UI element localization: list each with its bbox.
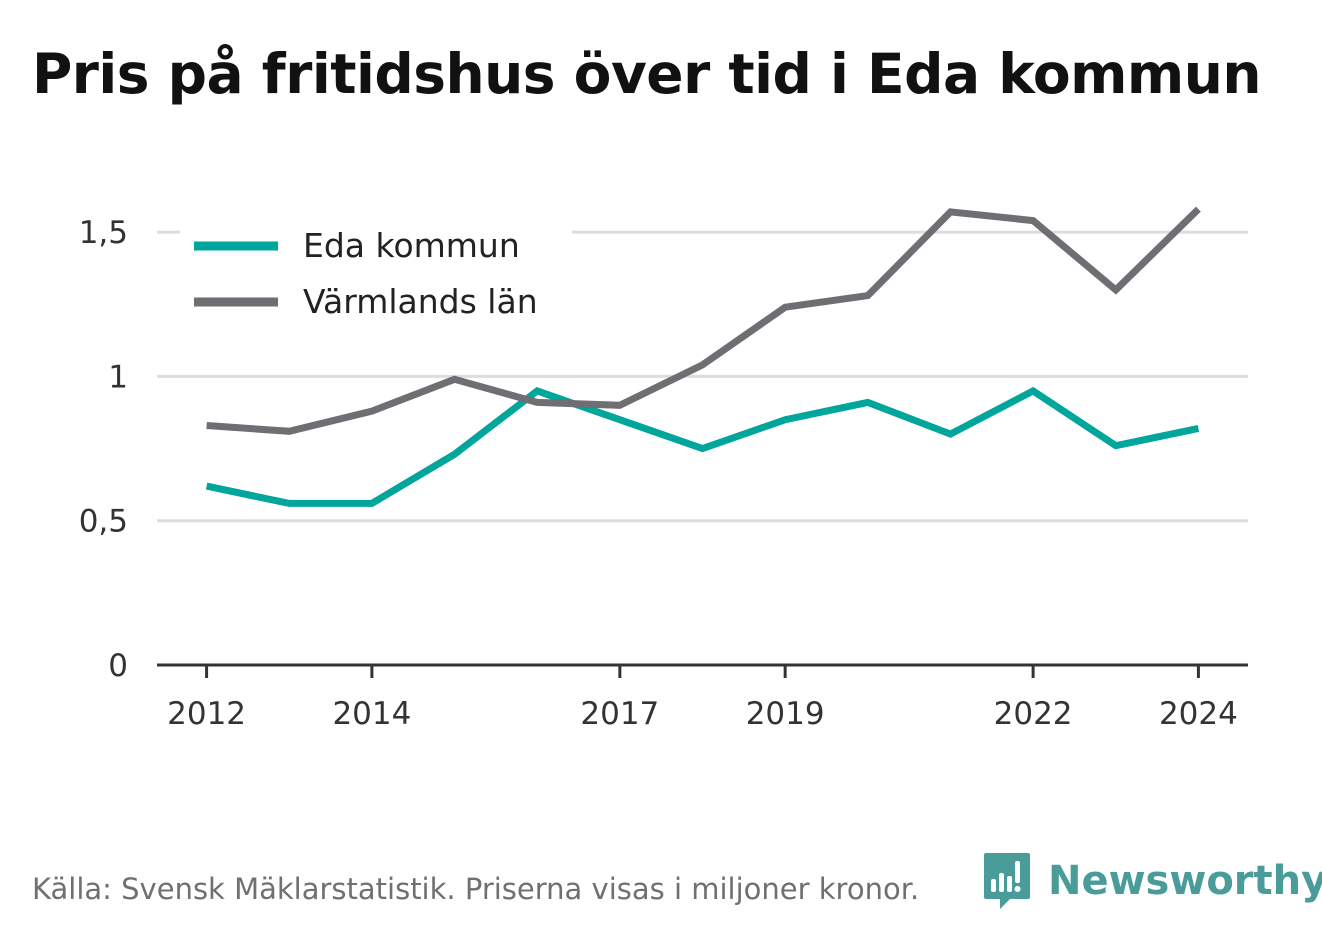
brand-name: Newsworthy	[1048, 858, 1322, 904]
y-tick-label: 1,5	[79, 215, 128, 251]
brand-logo-block: Newsworthy	[982, 850, 1322, 912]
chart-title: Pris på fritidshus över tid i Eda kommun	[32, 42, 1262, 106]
x-tick-label: 2022	[994, 696, 1073, 732]
x-tick-label: 2014	[332, 696, 411, 732]
y-tick-label: 0,5	[79, 504, 128, 540]
series-line	[206, 206, 1201, 435]
legend-label: Värmlands län	[303, 282, 538, 321]
legend-background	[180, 222, 572, 330]
y-tick-label: 1	[108, 359, 128, 395]
x-tick-label: 2024	[1159, 696, 1238, 732]
y-axis-labels: 0 0,5 1 1,5	[79, 215, 128, 684]
x-tick-label: 2019	[746, 696, 825, 732]
source-note: Källa: Svensk Mäklarstatistik. Priserna …	[32, 872, 920, 906]
series-line	[205, 386, 1200, 507]
x-axis: 2012 2014 2017 2019 2022 2024	[157, 663, 1248, 732]
y-tick-label: 0	[108, 648, 128, 684]
x-tick-label: 2012	[167, 696, 246, 732]
series-lines	[205, 206, 1201, 507]
legend-label: Eda kommun	[303, 226, 520, 265]
legend: Eda kommun Värmlands län	[180, 222, 572, 330]
x-tick-label: 2017	[580, 696, 659, 732]
newsworthy-logo-icon	[984, 853, 1030, 909]
